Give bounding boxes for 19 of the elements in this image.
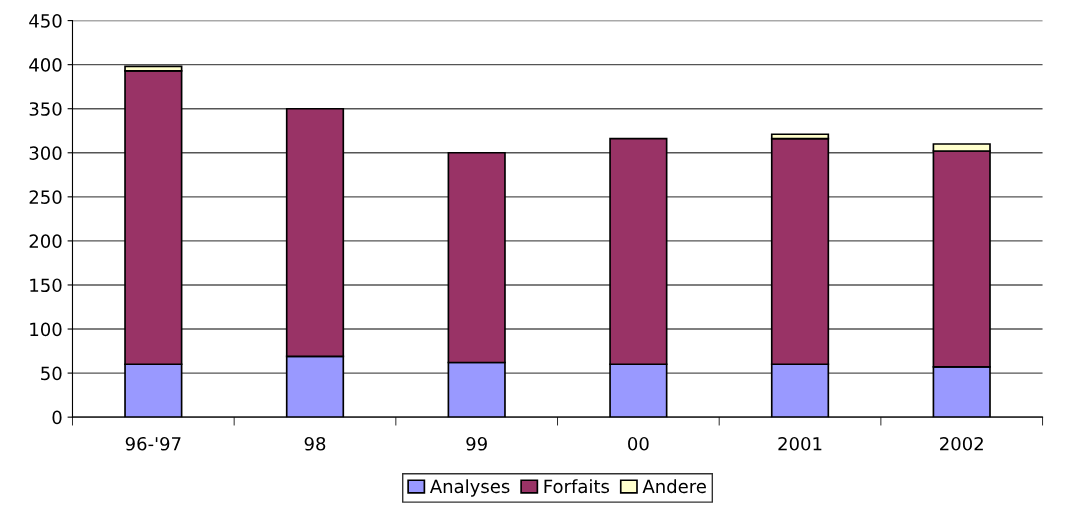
y-tick-label: 50 <box>41 366 62 381</box>
y-tick-label: 100 <box>30 322 62 337</box>
y-tick-label: 450 <box>29 14 62 28</box>
legend-label: Andere <box>642 479 706 494</box>
legend-label: Analyses <box>429 479 510 497</box>
y-tick-label: 400 <box>29 58 62 72</box>
x-tick-label: 2002 <box>940 436 983 451</box>
y-tick-label: 200 <box>29 234 62 249</box>
x-tick-label: 98 <box>304 436 326 451</box>
x-tick-label: 96-'97 <box>125 436 181 451</box>
y-tick-label: 250 <box>29 190 62 204</box>
legend-label: Forfaits <box>544 479 610 494</box>
x-tick-label: 00 <box>628 436 649 451</box>
y-tick-label: 300 <box>29 146 62 160</box>
y-tick-label: 150 <box>30 278 62 293</box>
y-tick-label: 350 <box>29 102 62 116</box>
x-tick-label: 99 <box>466 436 487 451</box>
y-tick-label: 0 <box>52 410 62 425</box>
x-tick-label: 2001 <box>778 436 822 451</box>
